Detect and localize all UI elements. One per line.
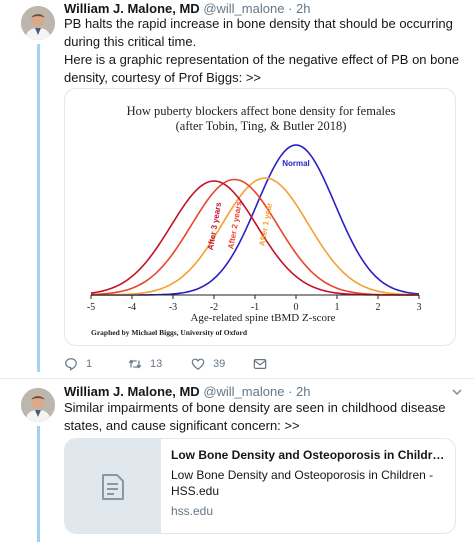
author-name[interactable]: William J. Malone, MD [64,384,200,399]
tweet-header: William J. Malone, MD @will_malone · 2h [64,1,310,16]
card-body: Low Bone Density and Osteoporosis in Chi… [171,447,447,519]
chart-subtitle: (after Tobin, Ting, & Butler 2018) [176,119,347,133]
card-domain: hss.edu [171,504,214,518]
card-description: Low Bone Density and Osteoporosis in Chi… [171,468,434,498]
reply-icon [65,358,77,371]
document-icon [102,474,124,500]
like-count: 39 [213,358,226,370]
thread-line-top [37,44,40,372]
chart-credit: Graphed by Michael Biggs, University of … [91,328,248,337]
series-line-after-2-years [90,178,419,296]
like-button[interactable]: 39 [191,356,225,372]
series-label-after-2-years: After 2 years [226,200,243,250]
chart-title: How puberty blockers affect bone density… [127,104,396,118]
x-tick-label: -5 [87,302,95,313]
series-line-after-1-year [90,177,420,296]
link-card[interactable]: Low Bone Density and Osteoporosis in Chi… [64,438,456,534]
tweet-divider [0,378,474,379]
author-handle[interactable]: @will_malone [203,384,285,399]
bone-density-chart: How puberty blockers affect bone density… [87,104,422,337]
tweet-text: Similar impairments of bone density are … [64,400,446,433]
tweet-text-paragraph: Here is a graphic representation of the … [64,52,460,85]
x-tick-label: -1 [251,302,259,313]
x-tick-label: -4 [128,302,136,313]
x-tick-label: -2 [210,302,218,313]
series-label-after-1-year: After 1 year [258,202,275,247]
author-name[interactable]: William J. Malone, MD [64,1,200,16]
tweet-header: William J. Malone, MD @will_malone · 2h [64,384,310,399]
chevron-down-icon[interactable] [450,385,464,399]
card-thumbnail [65,439,161,533]
retweet-count: 13 [150,358,163,370]
tweet-text: PB halts the rapid increase in bone dens… [64,15,464,87]
retweet-icon [128,359,142,369]
x-axis-label: Age-related spine tBMD Z-score [190,312,335,324]
avatar[interactable] [21,6,55,40]
x-tick-label: 1 [335,302,340,313]
x-tick-label: 0 [294,302,299,313]
reply-button[interactable]: 1 [64,356,92,372]
direct-message-button[interactable] [253,356,267,372]
x-tick-label: 3 [417,302,422,313]
tweet-time[interactable]: · 2h [288,384,311,399]
x-tick-label: -3 [169,302,177,313]
series-label-normal: Normal [282,159,310,168]
series-line-after-3-years [90,180,419,296]
thread-line-bottom [37,426,40,542]
tweet-time[interactable]: · 2h [288,1,311,16]
x-tick-label: 2 [376,302,381,313]
author-handle[interactable]: @will_malone [203,1,285,16]
tweet-text-paragraph: PB halts the rapid increase in bone dens… [64,16,453,49]
avatar[interactable] [21,388,55,422]
tweet-media-chart[interactable]: How puberty blockers affect bone density… [64,88,456,346]
heart-icon [191,358,205,371]
card-title: Low Bone Density and Osteoporosis in Chi… [171,448,447,462]
reply-count: 1 [86,358,93,370]
series-line-normal [91,144,420,296]
envelope-icon [253,359,267,369]
retweet-button[interactable]: 13 [128,356,162,372]
